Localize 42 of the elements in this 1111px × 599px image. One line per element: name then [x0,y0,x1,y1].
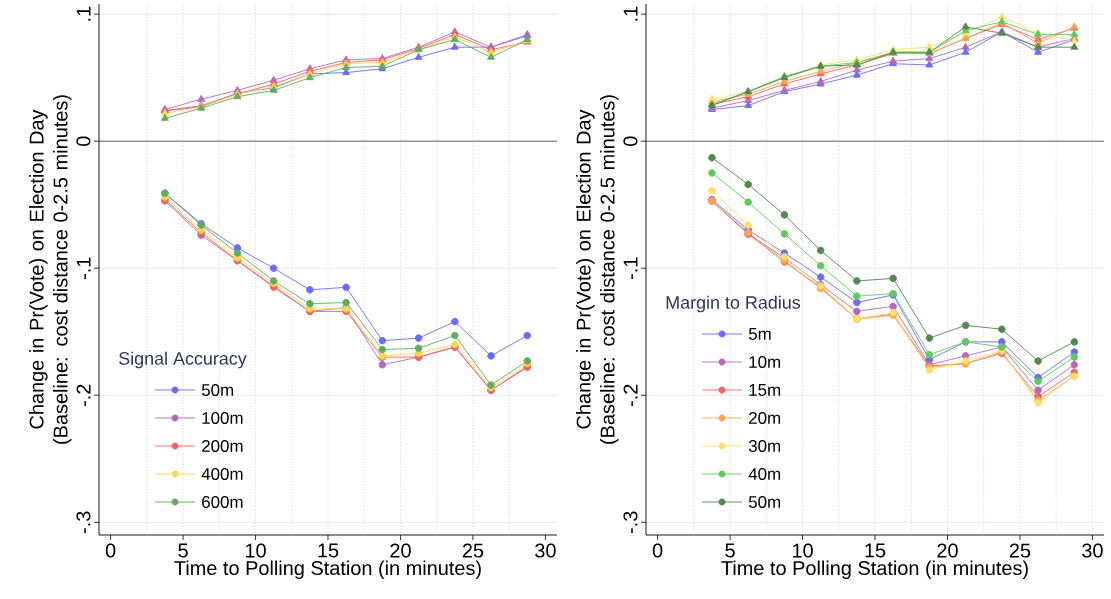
y-tick-label: .1 [76,6,91,21]
x-axis-title: Time to Polling Station (in minutes) [721,560,1028,580]
y-tick-label: -.1 [76,257,91,279]
legend-label: 20m [749,412,781,424]
x-tick-label: 0 [105,543,116,558]
y-tick-label: -.2 [76,384,91,406]
x-axis-title: Time to Polling Station (in minutes) [174,560,481,580]
x-tick-label: 0 [652,543,663,558]
y-axis-title: Change in Pr(Vote) on Election Day (Baseline: cost distance 0-2.5 minutes) [29,95,72,444]
y-tick-label: 0 [76,136,91,146]
x-tick-label: 5 [725,543,735,558]
x-tick-label: 10 [245,543,266,558]
y-tick-label: 0 [623,136,638,146]
legend-label: 30m [748,440,781,452]
x-tick-label: 10 [792,543,813,558]
legend-label: 50m [748,496,781,508]
x-tick-label: 30 [535,543,556,558]
y-tick-label: -.3 [623,511,638,534]
y-tick-label: -.2 [623,384,638,406]
legend-label: 5m [748,328,771,340]
x-tick-label: 20 [937,543,958,558]
x-tick-label: 5 [178,543,188,558]
legend-label: 40m [748,468,781,480]
legend-label: 400m [201,468,243,480]
legend-title: Margin to Radius [666,295,801,313]
legend-label: 200m [202,440,243,452]
legend-label: 10m [749,356,781,368]
legend-label: 50m [201,384,234,396]
legend-title: Signal Accuracy [119,351,247,369]
legend-label: 600m [202,496,243,508]
y-axis-title: Change in Pr(Vote) on Election Day (Baseline: cost distance 0-2.5 minutes) [576,95,619,444]
legend-label: 100m [202,412,243,424]
x-tick-label: 20 [390,543,411,558]
y-tick-label: -.3 [76,511,91,534]
x-tick-label: 30 [1082,543,1103,558]
x-tick-label: 25 [462,543,484,558]
x-tick-label: 15 [318,543,339,558]
y-tick-label: .1 [623,6,638,21]
x-tick-label: 15 [865,543,886,558]
legend-label: 15m [749,384,781,396]
y-tick-label: -.1 [623,257,638,279]
x-tick-label: 25 [1009,543,1031,558]
